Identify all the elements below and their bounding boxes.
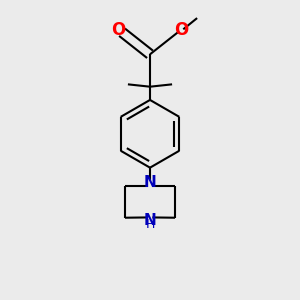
Text: H: H <box>145 218 155 231</box>
Text: O: O <box>174 22 189 40</box>
Text: O: O <box>111 21 126 39</box>
Text: N: N <box>144 175 156 190</box>
Text: N: N <box>144 213 156 228</box>
